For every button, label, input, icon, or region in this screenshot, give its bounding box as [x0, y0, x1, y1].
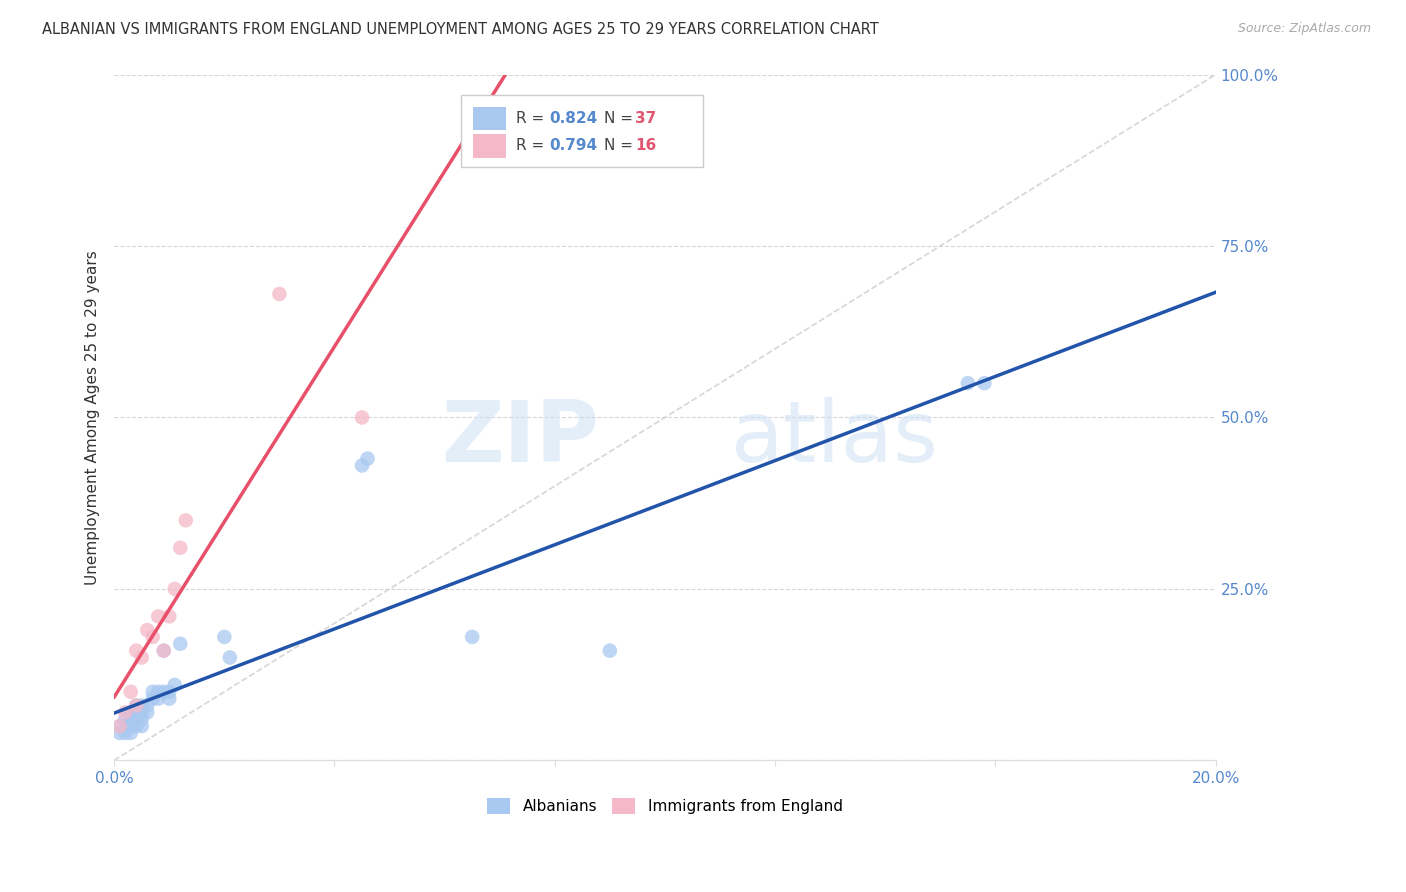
Text: N =: N = — [605, 111, 638, 126]
Point — [108, 726, 131, 740]
Point — [131, 650, 153, 665]
Point — [120, 726, 142, 740]
Point — [125, 719, 148, 733]
Point — [148, 609, 170, 624]
Point — [120, 706, 142, 720]
Point — [125, 712, 148, 726]
Point — [131, 706, 153, 720]
Point — [218, 650, 240, 665]
Point — [114, 712, 136, 726]
Point — [108, 719, 131, 733]
Point — [157, 609, 180, 624]
Point — [120, 712, 142, 726]
Text: R =: R = — [516, 111, 550, 126]
Text: ZIP: ZIP — [441, 397, 599, 480]
Text: 0.824: 0.824 — [550, 111, 598, 126]
Y-axis label: Unemployment Among Ages 25 to 29 years: Unemployment Among Ages 25 to 29 years — [86, 250, 100, 585]
Point — [350, 410, 373, 425]
Point — [169, 637, 191, 651]
Point — [148, 691, 170, 706]
Point — [356, 451, 378, 466]
Point — [125, 698, 148, 713]
Text: Source: ZipAtlas.com: Source: ZipAtlas.com — [1237, 22, 1371, 36]
Text: 0.794: 0.794 — [550, 138, 598, 153]
Point — [114, 706, 136, 720]
Point — [152, 643, 174, 657]
Point — [142, 630, 165, 644]
Point — [157, 685, 180, 699]
Point — [114, 726, 136, 740]
Point — [125, 698, 148, 713]
Point — [350, 458, 373, 473]
Text: R =: R = — [516, 138, 550, 153]
Point — [120, 685, 142, 699]
FancyBboxPatch shape — [474, 134, 506, 158]
Point — [163, 582, 186, 596]
Point — [131, 712, 153, 726]
Point — [599, 643, 621, 657]
Point — [142, 691, 165, 706]
Point — [174, 513, 197, 527]
Point — [461, 630, 484, 644]
FancyBboxPatch shape — [461, 95, 703, 167]
Point — [114, 719, 136, 733]
Text: 37: 37 — [636, 111, 657, 126]
Point — [956, 376, 979, 391]
Point — [131, 698, 153, 713]
Text: atlas: atlas — [731, 397, 939, 480]
Point — [125, 643, 148, 657]
Point — [120, 719, 142, 733]
FancyBboxPatch shape — [474, 107, 506, 130]
Text: ALBANIAN VS IMMIGRANTS FROM ENGLAND UNEMPLOYMENT AMONG AGES 25 TO 29 YEARS CORRE: ALBANIAN VS IMMIGRANTS FROM ENGLAND UNEM… — [42, 22, 879, 37]
Point — [108, 719, 131, 733]
Point — [169, 541, 191, 555]
Point — [157, 691, 180, 706]
Point — [131, 719, 153, 733]
Point — [136, 698, 159, 713]
Point — [136, 706, 159, 720]
Point — [214, 630, 236, 644]
Point — [269, 287, 291, 301]
Point — [152, 685, 174, 699]
Point — [973, 376, 995, 391]
Point — [125, 706, 148, 720]
Point — [152, 643, 174, 657]
Point — [142, 685, 165, 699]
Point — [163, 678, 186, 692]
Text: N =: N = — [605, 138, 638, 153]
Legend: Albanians, Immigrants from England: Albanians, Immigrants from England — [488, 798, 842, 814]
Point — [148, 685, 170, 699]
Text: 16: 16 — [636, 138, 657, 153]
Point — [136, 623, 159, 637]
